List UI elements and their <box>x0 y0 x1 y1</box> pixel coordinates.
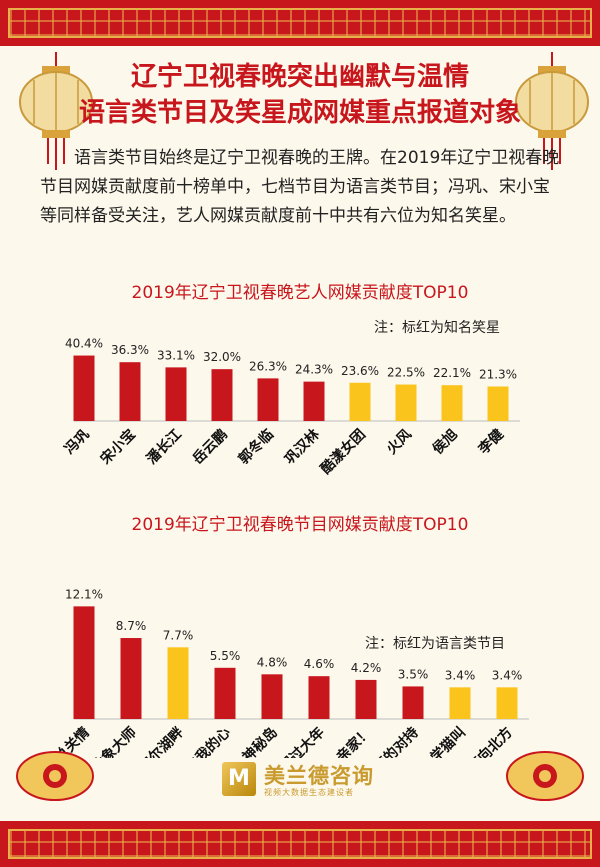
bar <box>402 686 424 719</box>
data-label: 5.5% <box>210 649 241 663</box>
top-border <box>0 0 600 46</box>
data-label: 23.6% <box>341 364 379 378</box>
pig-ornament-right-icon <box>506 751 584 801</box>
chart1-title: 2019年辽宁卫视春晚艺人网媒贡献度TOP10 <box>131 283 469 303</box>
data-label: 7.7% <box>163 628 194 642</box>
bar <box>349 382 371 421</box>
data-label: 4.6% <box>304 657 335 671</box>
data-label: 36.3% <box>111 343 149 357</box>
category-label: 火风 <box>384 427 415 458</box>
bar <box>308 676 330 719</box>
category-label: 郭冬临 <box>235 426 277 468</box>
bar <box>303 381 325 421</box>
content-area: 辽宁卫视春晚突出幽默与温情 语言类节目及笑星成网媒重点报道对象 语言类节目始终是… <box>0 46 600 821</box>
data-label: 12.1% <box>65 587 103 601</box>
chart-program-top10: 注：标红为语言类节目12.1%乡音总关情8.7%抽象大师7.7%贝加尔湖畔5.5… <box>31 587 529 758</box>
bar <box>211 369 233 421</box>
bar <box>395 384 417 421</box>
data-label: 8.7% <box>116 619 147 633</box>
bar <box>261 674 283 719</box>
category-label: 酷漾女团 <box>317 426 369 478</box>
category-label: 冯巩 <box>62 427 93 458</box>
brand-logo: M 美兰德咨询 视频大数据生态建设者 <box>222 760 392 800</box>
chart-note: 注：标红为语言类节目 <box>365 636 505 652</box>
bar <box>496 687 518 719</box>
category-label: 神秘岛 <box>239 724 281 758</box>
category-label: 潘长江 <box>143 426 185 468</box>
data-label: 24.3% <box>295 363 333 377</box>
data-label: 3.4% <box>445 668 476 682</box>
data-label: 26.3% <box>249 359 287 373</box>
bar <box>441 385 463 421</box>
data-label: 22.1% <box>433 366 471 380</box>
bar <box>167 647 189 719</box>
bar <box>487 386 509 421</box>
data-label: 33.1% <box>157 348 195 362</box>
category-label: 宋小宝 <box>96 426 138 468</box>
chart-artist-top10: 注：标红为知名笑星 40.4% 冯巩 36.3% 宋小宝 33.1% 潘长江 32.0% 岳云鹏… <box>62 319 520 478</box>
data-label: 4.8% <box>257 655 288 669</box>
data-label: 4.2% <box>351 661 382 675</box>
chart-note: 注：标红为知名笑星 <box>374 319 500 336</box>
category-label: 侯旭 <box>429 426 461 458</box>
data-label: 3.5% <box>398 667 429 681</box>
bar <box>119 362 141 421</box>
bar <box>214 667 236 719</box>
bar <box>165 367 187 421</box>
lantern-left-icon <box>19 52 93 170</box>
bar <box>257 378 279 421</box>
data-label: 32.0% <box>203 350 241 364</box>
bar <box>449 687 471 719</box>
data-label: 40.4% <box>65 337 103 351</box>
category-label: 李健 <box>474 426 507 459</box>
bar <box>73 355 95 421</box>
chart2-title: 2019年辽宁卫视春晚节目网媒贡献度TOP10 <box>131 515 469 535</box>
logo-mark-icon: M <box>222 762 256 796</box>
pig-ornament-left-icon <box>16 751 94 801</box>
lantern-right-icon <box>515 52 589 170</box>
page-title-line2: 语言类节目及笑星成网媒重点报道对象 <box>78 98 521 128</box>
category-label: 岳云鹏 <box>189 426 231 468</box>
bar <box>73 606 95 719</box>
logo-name: 美兰德咨询 <box>264 764 374 788</box>
bar <box>120 638 142 719</box>
bottom-border <box>0 821 600 867</box>
data-label: 22.5% <box>387 366 425 380</box>
bar <box>355 679 377 719</box>
logo-tagline: 视频大数据生态建设者 <box>264 788 354 797</box>
data-label: 21.3% <box>479 367 517 381</box>
category-label: 巩汉林 <box>281 426 323 468</box>
page-title-line1: 辽宁卫视春晚突出幽默与温情 <box>130 62 469 92</box>
data-label: 3.4% <box>492 668 523 682</box>
intro-paragraph: 语言类节目始终是辽宁卫视春晚的王牌。在2019年辽宁卫视春晚节目网媒贡献度前十榜… <box>40 148 560 226</box>
category-label: 学猫叫 <box>427 724 469 758</box>
